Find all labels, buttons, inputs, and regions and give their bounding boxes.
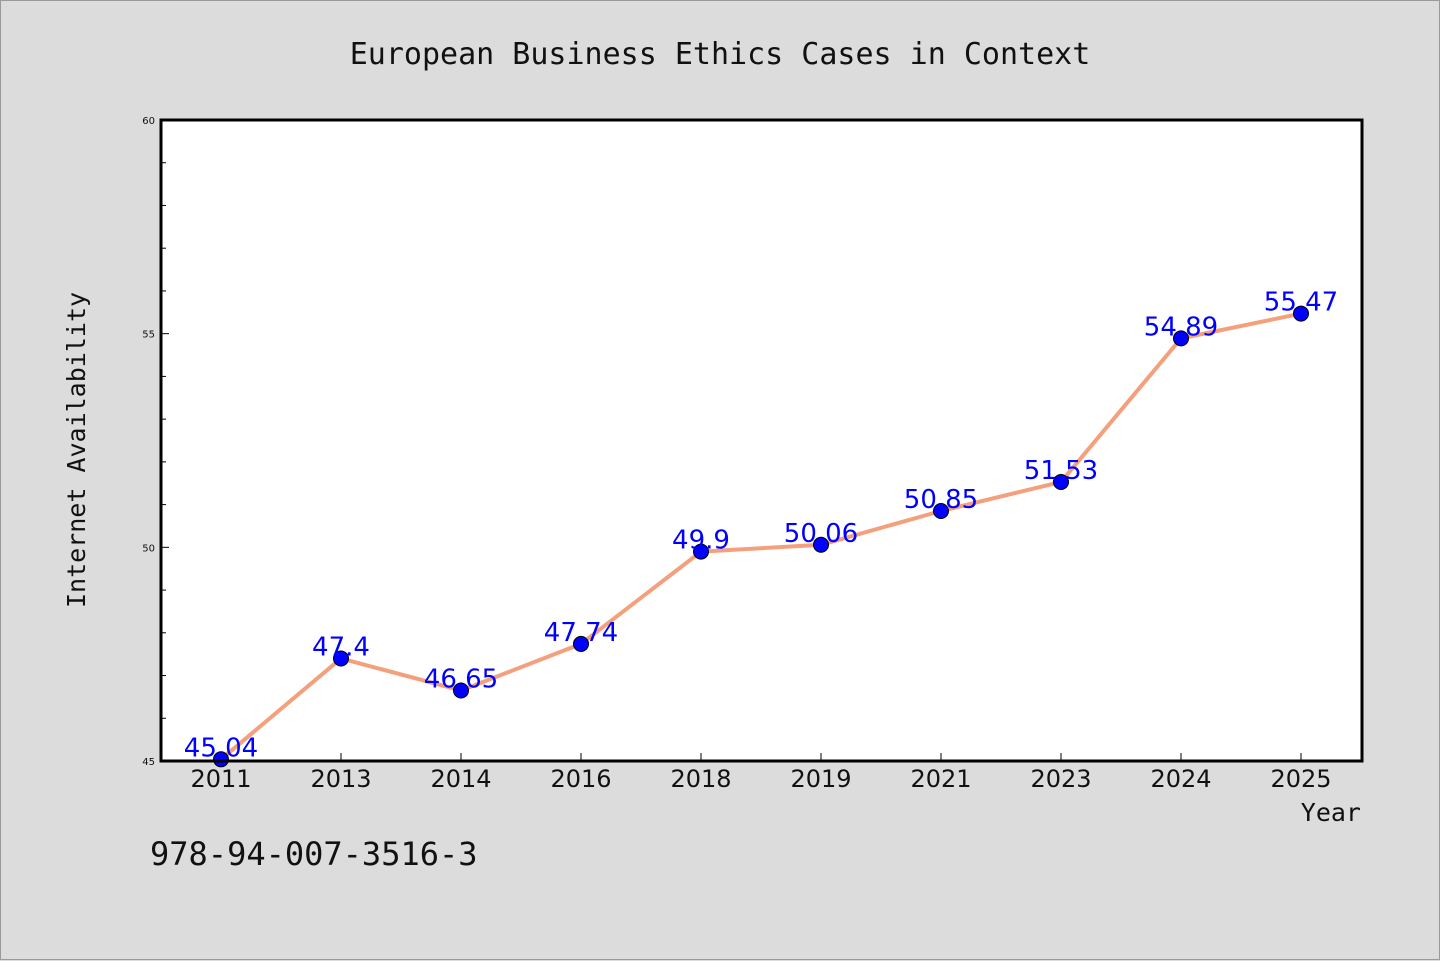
data-label: 54.89: [1144, 312, 1218, 342]
y-tick-label: 50: [142, 543, 155, 554]
data-point: [1293, 305, 1309, 322]
data-point: [333, 650, 349, 667]
plot-area: [161, 120, 1362, 761]
data-label: 46.65: [424, 664, 498, 694]
data-point: [573, 635, 589, 652]
plot-border: [159, 118, 1364, 763]
x-tick-label: 2023: [1030, 765, 1091, 793]
data-labels: 45.04 47.4 46.65 47.74 49.9 50.06 50.85 51.53 54…: [184, 288, 1338, 764]
x-tick-label: 2013: [310, 765, 371, 793]
data-label: 47.74: [544, 618, 618, 648]
data-point: [933, 503, 949, 520]
isbn-text: 978-94-007-3516-3: [150, 835, 478, 873]
x-tick-label: 2025: [1270, 765, 1331, 793]
y-tick-labels: 45 50 55 60: [142, 116, 155, 768]
x-tick-label: 2019: [790, 765, 851, 793]
x-tick-labels: 2011 2013 2014 2016 2018 2019 2021 2023 2024 2025: [190, 765, 1331, 793]
data-label: 47.4: [312, 632, 370, 662]
x-tick-label: 2021: [910, 765, 971, 793]
data-point: [813, 536, 829, 553]
x-axis-label: Year: [1301, 798, 1361, 827]
x-tick-label: 2011: [190, 765, 251, 793]
data-label: 49.9: [672, 526, 730, 556]
y-tick-label: 45: [142, 757, 155, 768]
data-label: 45.04: [184, 733, 258, 763]
data-point: [453, 682, 469, 699]
y-axis-label: Internet Availability: [62, 292, 91, 608]
data-label: 50.85: [904, 485, 978, 515]
data-point: [693, 543, 709, 560]
data-point: [1173, 330, 1189, 347]
x-tick-label: 2014: [430, 765, 491, 793]
x-tick-label: 2018: [670, 765, 731, 793]
chart-title: European Business Ethics Cases in Contex…: [350, 37, 1091, 72]
x-tick-label: 2016: [550, 765, 611, 793]
data-point: [213, 751, 229, 768]
x-tick-label: 2024: [1150, 765, 1211, 793]
data-label: 51.53: [1024, 456, 1098, 486]
y-tick-label: 55: [142, 330, 155, 341]
data-point: [1053, 473, 1069, 490]
data-points: [213, 305, 1309, 768]
data-label: 50.06: [784, 519, 858, 549]
y-tick-label: 60: [142, 116, 155, 127]
series-line: [219, 311, 1303, 762]
data-label: 55.47: [1264, 288, 1338, 318]
